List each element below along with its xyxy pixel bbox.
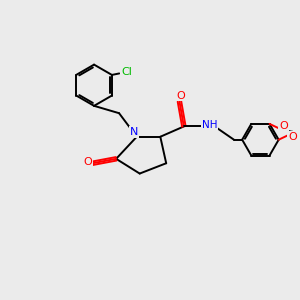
Text: N: N — [130, 127, 138, 137]
Text: NH: NH — [202, 120, 218, 130]
Text: Cl: Cl — [121, 67, 132, 77]
Text: O: O — [83, 157, 92, 167]
Text: O: O — [288, 132, 297, 142]
Text: O: O — [279, 121, 288, 131]
Text: O: O — [176, 91, 185, 100]
